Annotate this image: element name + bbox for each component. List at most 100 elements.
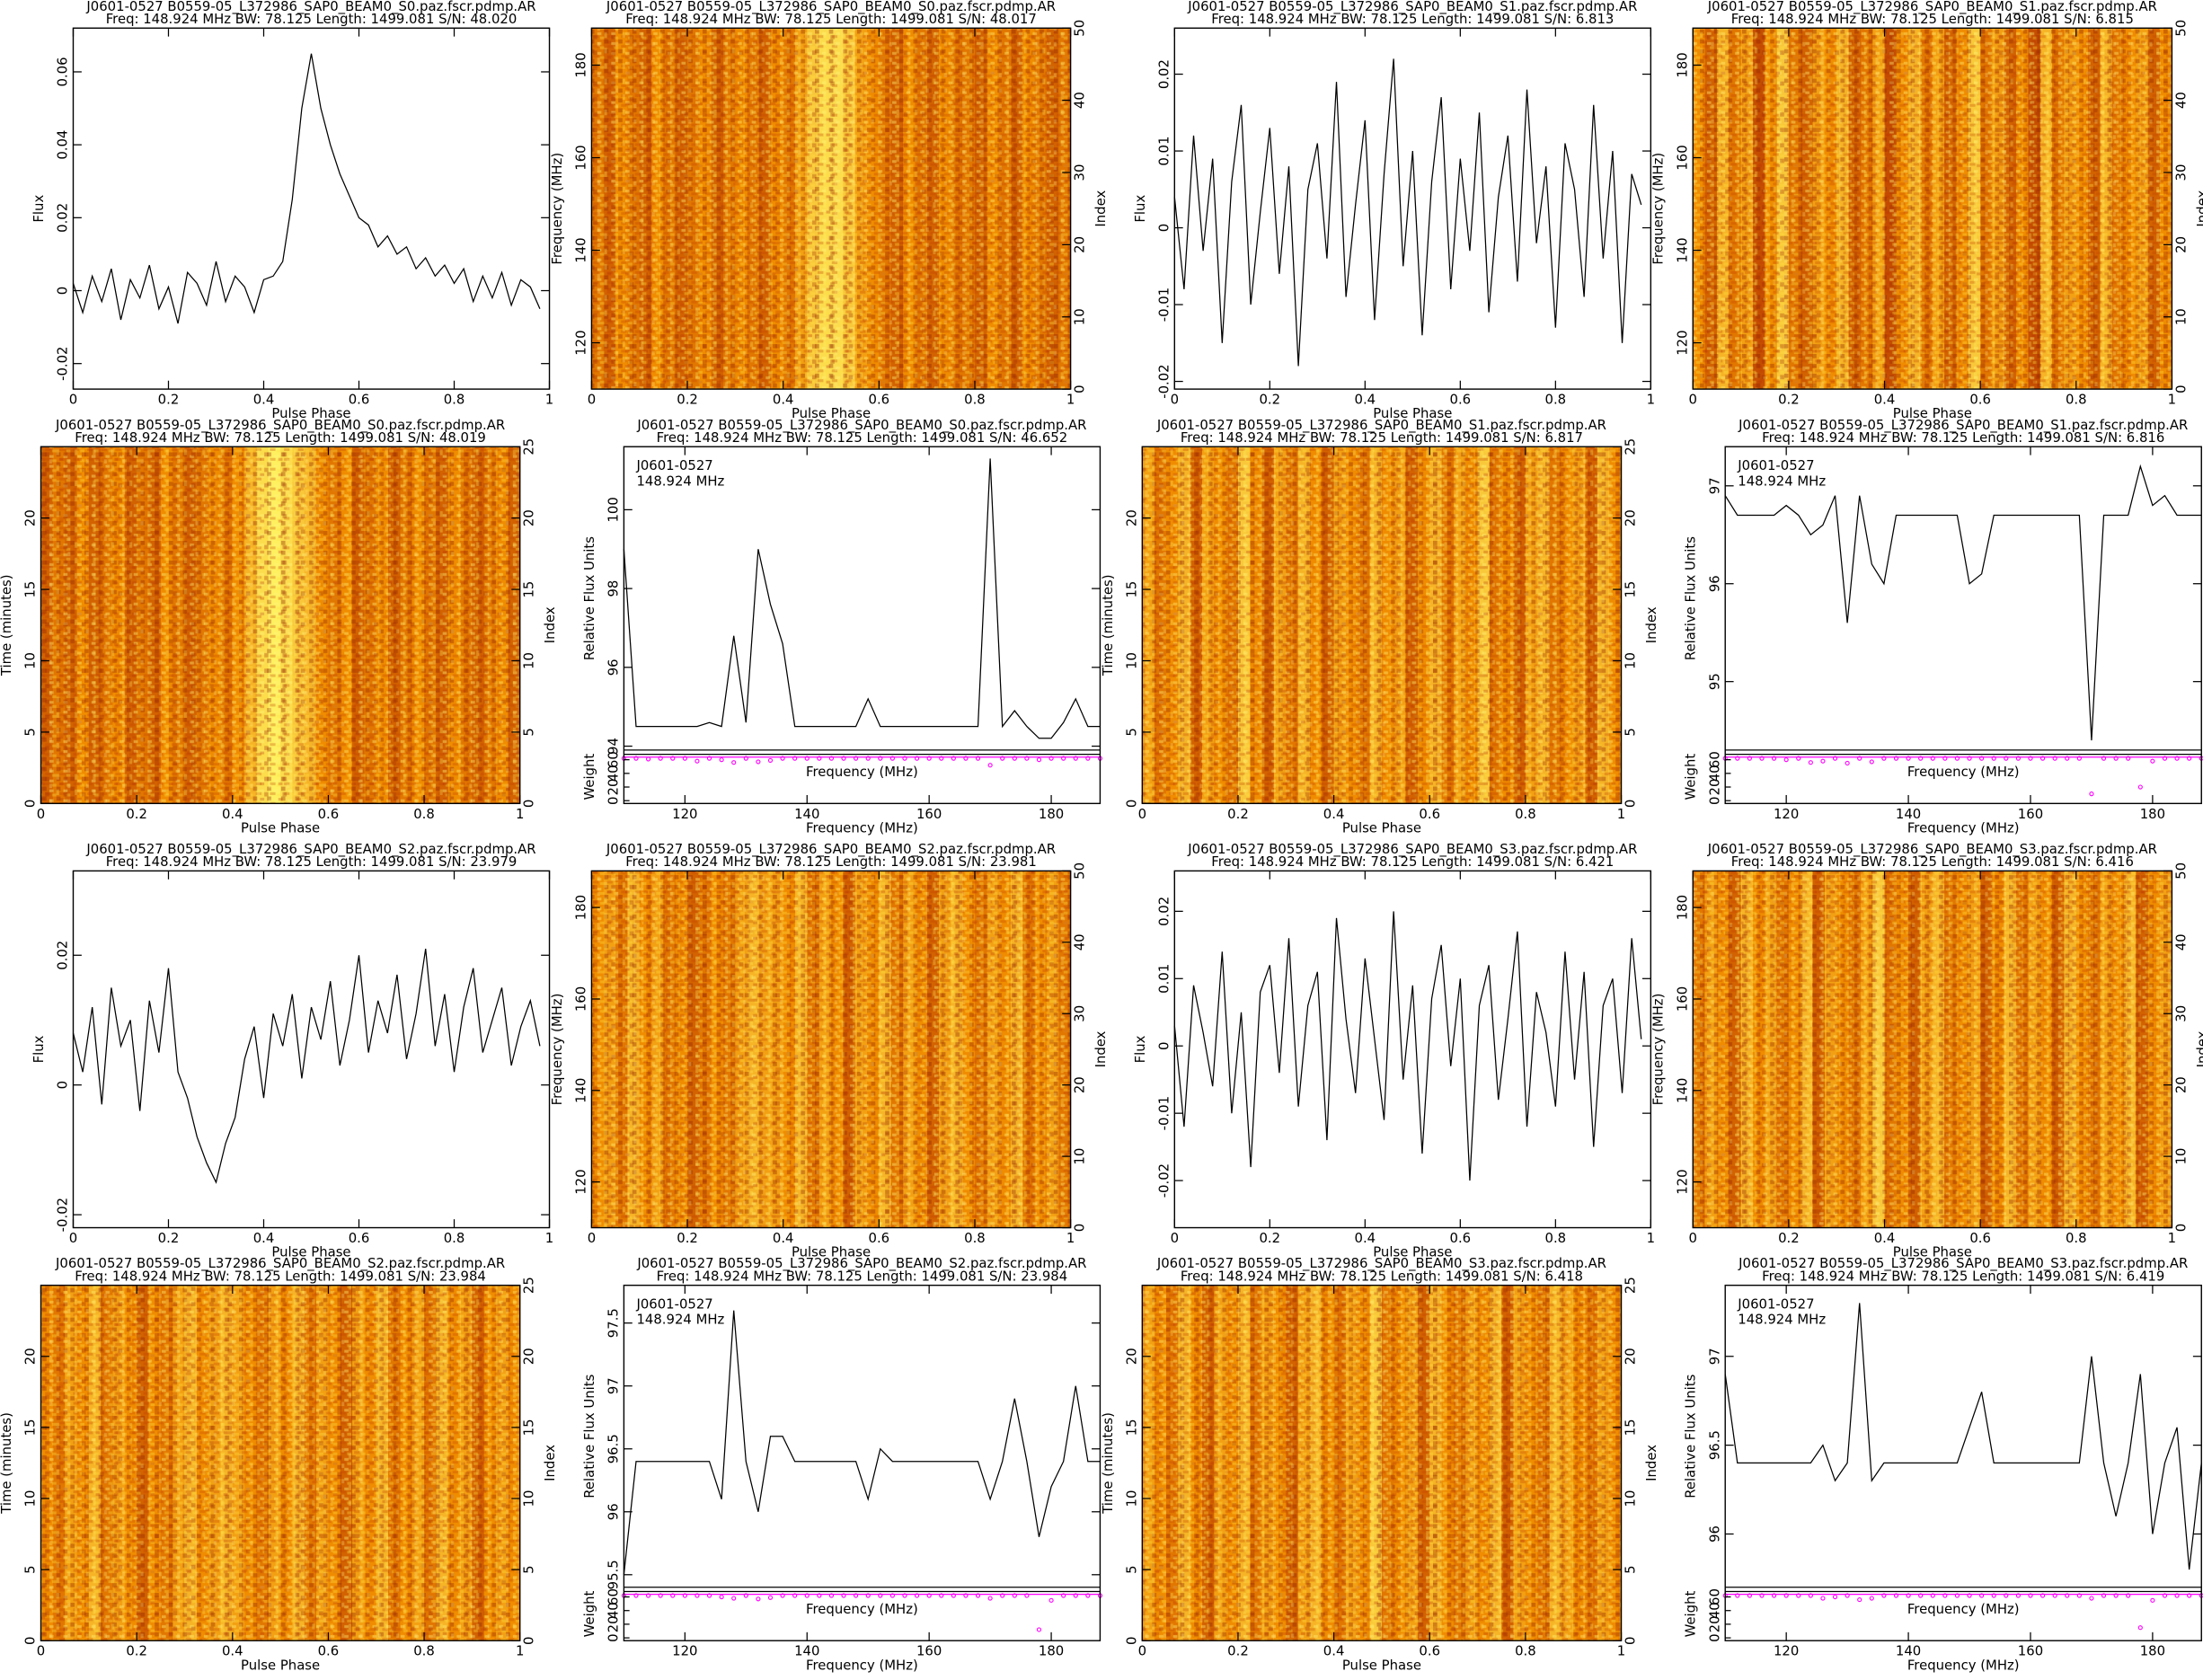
y-tick-label: 140 — [1674, 1078, 1690, 1103]
weight-point — [1930, 756, 1935, 761]
weight-tick-label: 60 — [605, 751, 621, 768]
heatmap-texture — [40, 1285, 520, 1641]
y-tick-label: -0.02 — [1155, 364, 1172, 398]
x-tick-label: 140 — [794, 806, 819, 822]
weight-point — [817, 1593, 822, 1598]
weight-point — [828, 756, 835, 761]
weight-axis-label: Weight — [1683, 754, 1699, 800]
weight-point — [2126, 1593, 2131, 1598]
x-tick-label: 120 — [672, 1643, 697, 1659]
y-tick-label: 160 — [572, 986, 588, 1012]
weight-point — [2187, 756, 2192, 761]
weight-point — [2004, 756, 2009, 761]
weight-point — [2137, 784, 2143, 790]
y-axis-label: Time (minutes) — [0, 1412, 14, 1515]
x-tick-label: 0.8 — [964, 392, 986, 408]
y-tick-label: 10 — [1123, 652, 1139, 669]
weight-point — [2137, 1625, 2143, 1631]
weight-point — [1881, 756, 1887, 761]
x-tick-label: 1 — [1647, 392, 1655, 408]
y-axis-label: Time (minutes) — [1100, 1412, 1116, 1515]
panel-title: J0601-0527 B0559-05_L372986_SAP0_BEAM0_S… — [1187, 841, 1637, 857]
panel-title: J0601-0527 B0559-05_L372986_SAP0_BEAM0_S… — [636, 1255, 1086, 1271]
weight-point — [756, 1596, 761, 1602]
weight-point — [1024, 756, 1030, 761]
x-tick-label: 0.6 — [869, 392, 890, 408]
y-tick-label: 20 — [1123, 509, 1139, 526]
y-tick-label: 95 — [1706, 673, 1722, 690]
data-line — [1173, 58, 1642, 367]
weight-tick-label: 40 — [1706, 765, 1722, 782]
weight-point — [1942, 1593, 1948, 1598]
weight-point — [2052, 1593, 2057, 1598]
x-tick-label: 0.2 — [677, 392, 698, 408]
plot-frame — [40, 446, 521, 805]
x-tick-label: 1 — [2168, 392, 2176, 408]
weight-point — [1796, 756, 1801, 761]
y2-tick-label: 10 — [1072, 1148, 1088, 1165]
y2-tick-label: 40 — [1072, 933, 1088, 951]
y2-tick-label: 0 — [521, 1636, 537, 1644]
panel-subtitle: Freq: 148.924 MHz BW: 78.125 Length: 149… — [1731, 11, 2134, 27]
weight-point — [2101, 756, 2107, 761]
weight-point — [731, 760, 737, 765]
plot-frame — [590, 27, 1072, 390]
y2-tick-label: 15 — [1622, 1419, 1638, 1436]
y2-tick-label: 30 — [1072, 164, 1088, 181]
y2-tick-label: 0 — [2172, 385, 2189, 393]
y-axis-label: Flux — [31, 1035, 47, 1063]
data-line — [72, 948, 541, 1184]
y-tick-label: 140 — [1674, 237, 1690, 262]
weight-point — [1735, 1593, 1740, 1598]
x-tick-label: 1 — [545, 392, 553, 408]
weight-point — [2187, 1593, 2192, 1598]
x-tick-label: 0.6 — [1450, 392, 1472, 408]
x-tick-label: 0.2 — [1778, 392, 1800, 408]
y2-tick-label: 20 — [2172, 1076, 2189, 1093]
weight-point — [731, 1596, 737, 1601]
weight-tick-label: 20 — [605, 1615, 621, 1632]
y-tick-label: 0.04 — [55, 130, 71, 160]
y-axis-label: Relative Flux Units — [1683, 1374, 1699, 1498]
panel-title: J0601-0527 B0559-05_L372986_SAP0_BEAM0_S… — [1707, 841, 2157, 857]
x-axis-label: Frequency (MHz) — [1907, 1657, 2020, 1673]
weight-point — [780, 1593, 785, 1598]
y-tick-label: 0.06 — [55, 57, 71, 86]
weight-point — [1048, 1597, 1054, 1603]
weight-point — [804, 756, 810, 761]
weight-tick-label: 40 — [1706, 1602, 1722, 1619]
weight-point — [1991, 1593, 1996, 1598]
x-tick-label: 180 — [2140, 1643, 2165, 1659]
weight-point — [987, 1596, 993, 1601]
source-frequency: 148.924 MHz — [636, 473, 724, 489]
x-tick-label: 0.8 — [413, 806, 435, 822]
weight-point — [645, 1593, 651, 1598]
y2-tick-label: 0 — [1622, 1636, 1638, 1644]
weight-point — [939, 756, 944, 761]
weight-point — [1747, 756, 1752, 761]
weight-point — [1967, 756, 1972, 761]
weight-point — [963, 756, 969, 761]
panel-subtitle: Freq: 148.924 MHz BW: 78.125 Length: 149… — [106, 11, 518, 27]
y-tick-label: 10 — [22, 1490, 39, 1508]
y-tick-label: -0.02 — [1155, 1163, 1172, 1198]
weight-point — [1979, 1593, 1985, 1598]
weight-point — [902, 756, 907, 761]
x-tick-label: 0.8 — [1515, 806, 1536, 822]
y2-tick-label: 50 — [1072, 20, 1088, 37]
weight-point — [1918, 756, 1924, 761]
x-axis-label: Frequency (MHz) — [806, 819, 918, 836]
weight-point — [719, 757, 724, 763]
weight-point — [1906, 1593, 1911, 1598]
panel-title: J0601-0527 B0559-05_L372986_SAP0_BEAM0_S… — [1156, 1255, 1606, 1271]
x-tick-label: 0.2 — [126, 1643, 147, 1659]
weight-point — [1930, 1593, 1935, 1598]
x-tick-label: 140 — [1896, 1643, 1921, 1659]
x-tick-label: 0 — [588, 1230, 596, 1246]
x-tick-label: 1 — [1617, 1643, 1625, 1659]
y-tick-label: 0.01 — [1155, 964, 1172, 994]
weight-point — [1085, 1593, 1091, 1598]
y2-tick-label: 0 — [2172, 1224, 2189, 1232]
